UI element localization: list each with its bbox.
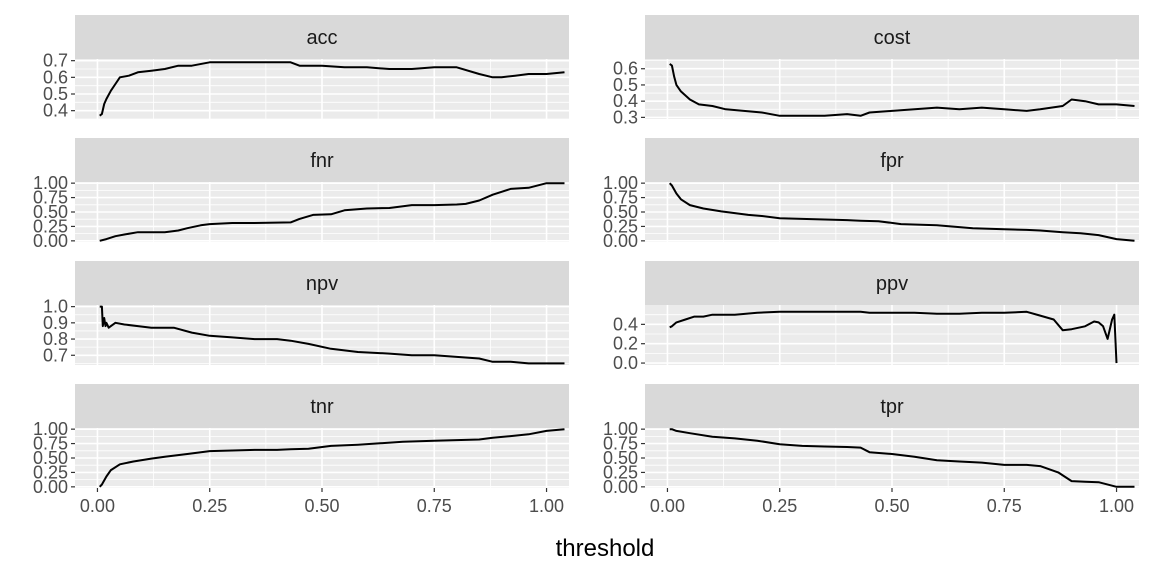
y-tick-label: 0.2 <box>613 334 638 354</box>
y-tick-label: 0.75 <box>33 188 68 208</box>
y-tick-label: 0.50 <box>33 448 68 468</box>
x-tick-label: 0.50 <box>304 496 339 516</box>
series-line-fnr <box>99 182 565 242</box>
y-tick-label: 0.4 <box>43 101 68 121</box>
y-tick-label: 0.5 <box>613 75 638 95</box>
x-tick-label: 0.75 <box>417 496 452 516</box>
y-tick-label: 0.5 <box>43 84 68 104</box>
y-tick-label: 1.00 <box>603 173 638 193</box>
series-line-cost <box>669 63 1135 117</box>
facet-panels: acc0.40.50.60.7cost0.30.40.50.6fnr0.000.… <box>33 15 1139 516</box>
y-tick-label: 0.6 <box>613 59 638 79</box>
y-tick-label: 0.00 <box>33 231 68 251</box>
facet-fnr: fnr 0.000.250.500.751.00 <box>33 138 569 251</box>
facet-strip-label: tnr <box>310 396 334 418</box>
facet-strip <box>645 384 1139 428</box>
y-tick-label: 0.6 <box>43 67 68 87</box>
series-line-fpr <box>668 182 1135 242</box>
facet-strip-label: npv <box>306 273 338 295</box>
y-tick-label: 0.7 <box>43 345 68 365</box>
y-tick-label: 1.00 <box>33 173 68 193</box>
facet-ppv: ppv 0.00.20.4 <box>613 261 1139 373</box>
y-tick-label: 0.75 <box>603 434 638 454</box>
series-line-tnr <box>98 428 565 488</box>
y-tick-label: 0.25 <box>33 462 68 482</box>
x-tick-label: 0.00 <box>80 496 115 516</box>
y-tick-label: 0.0 <box>613 353 638 373</box>
y-tick-label: 0.50 <box>33 202 68 222</box>
facet-strip-label: acc <box>306 27 337 49</box>
y-tick-label: 0.50 <box>603 448 638 468</box>
series-line-npv <box>99 305 565 365</box>
facet-strip-label: ppv <box>876 273 908 295</box>
y-tick-label: 0.4 <box>613 91 638 111</box>
y-tick-label: 0.50 <box>603 202 638 222</box>
facet-strip-label: cost <box>874 27 911 49</box>
x-tick-label: 1.00 <box>529 496 564 516</box>
y-tick-label: 1.00 <box>603 419 638 439</box>
series-line-tpr <box>669 428 1135 488</box>
facet-strip <box>645 261 1139 305</box>
facet-strip <box>645 138 1139 182</box>
facet-fpr: fpr 0.000.250.500.751.00 <box>603 138 1139 251</box>
facet-acc: acc 0.40.50.60.7 <box>43 15 569 121</box>
facet-strip <box>75 138 569 182</box>
y-tick-label: 0.9 <box>43 313 68 333</box>
y-tick-label: 0.4 <box>613 314 638 334</box>
facet-strip <box>75 261 569 305</box>
y-tick-label: 0.00 <box>603 231 638 251</box>
y-tick-label: 0.25 <box>33 216 68 236</box>
facet-cost: cost 0.30.40.50.6 <box>613 15 1139 127</box>
facet-strip <box>75 15 569 59</box>
facet-strip <box>645 15 1139 59</box>
x-tick-label: 1.00 <box>1099 496 1134 516</box>
x-tick-label: 0.75 <box>987 496 1022 516</box>
y-tick-label: 0.00 <box>603 477 638 497</box>
y-tick-label: 1.0 <box>43 297 68 317</box>
x-axis-title: threshold <box>556 535 655 562</box>
y-tick-label: 0.8 <box>43 329 68 349</box>
x-tick-label: 0.00 <box>650 496 685 516</box>
series-line-acc <box>99 61 565 117</box>
y-tick-label: 0.25 <box>603 216 638 236</box>
series-line-ppv <box>669 310 1118 364</box>
y-tick-label: 0.75 <box>33 434 68 454</box>
y-tick-label: 0.25 <box>603 462 638 482</box>
y-tick-label: 0.75 <box>603 188 638 208</box>
x-tick-label: 0.25 <box>762 496 797 516</box>
y-tick-label: 0.3 <box>613 107 638 127</box>
y-tick-label: 1.00 <box>33 419 68 439</box>
y-tick-label: 0.00 <box>33 477 68 497</box>
y-tick-label: 0.7 <box>43 51 68 71</box>
facet-strip-label: fnr <box>310 150 334 172</box>
x-tick-label: 0.50 <box>874 496 909 516</box>
x-tick-label: 0.25 <box>192 496 227 516</box>
facet-strip <box>75 384 569 428</box>
facet-strip-label: tpr <box>880 396 904 418</box>
facet-npv: npv 0.70.80.91.0 <box>43 261 569 365</box>
facet-strip-label: fpr <box>880 150 904 172</box>
